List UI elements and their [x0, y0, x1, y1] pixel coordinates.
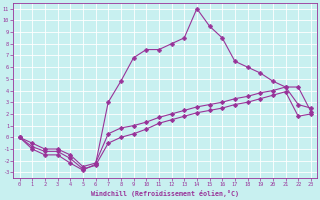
X-axis label: Windchill (Refroidissement éolien,°C): Windchill (Refroidissement éolien,°C) — [91, 190, 239, 197]
